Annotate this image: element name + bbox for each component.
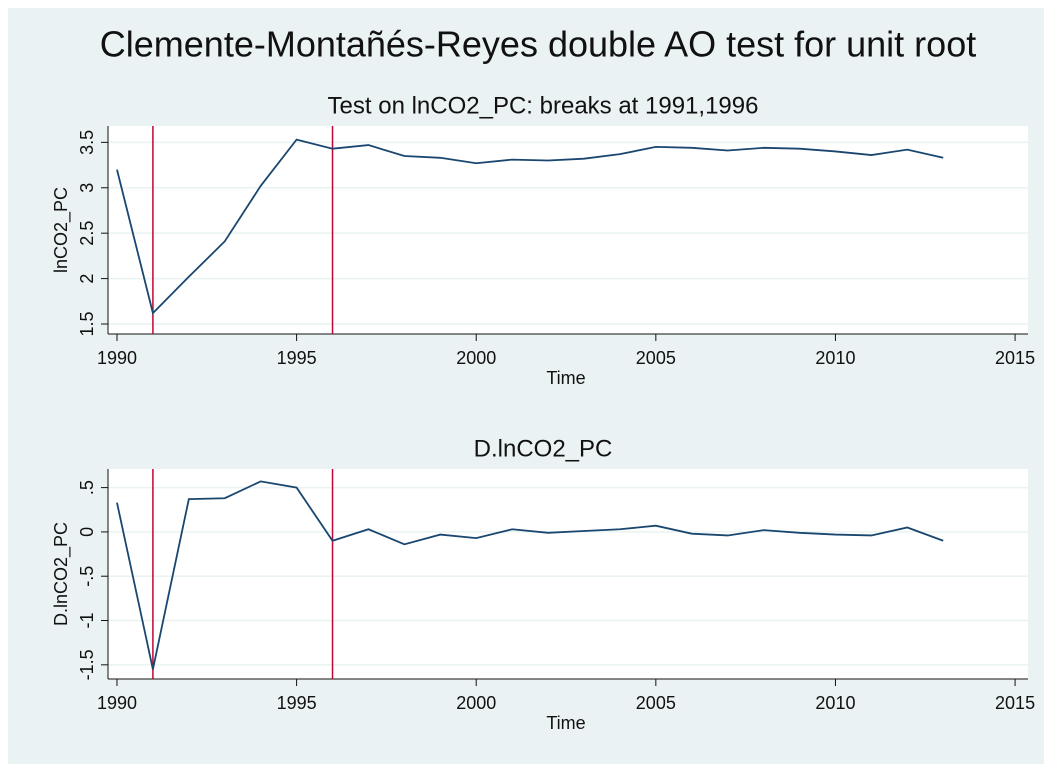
x-tick-label: 1995 <box>277 693 317 713</box>
x-axis-label: Time <box>546 368 585 388</box>
y-tick-label: 3 <box>77 183 97 193</box>
x-tick-label: 1990 <box>97 693 137 713</box>
plot-region <box>108 469 1028 679</box>
x-tick-label: 2010 <box>815 348 855 368</box>
y-tick-label: 3.5 <box>77 130 97 155</box>
series-line <box>116 480 944 670</box>
x-tick-label: 2000 <box>456 348 496 368</box>
series-line <box>116 138 944 315</box>
x-tick-label: 1995 <box>277 348 317 368</box>
x-tick-label: 2015 <box>995 348 1035 368</box>
y-tick-label: -1.5 <box>77 649 97 680</box>
x-tick-label: 1990 <box>97 348 137 368</box>
x-tick-label: 2005 <box>636 693 676 713</box>
y-tick-label: -1 <box>77 613 97 629</box>
y-tick-label: 2 <box>77 274 97 284</box>
y-tick-label: -.5 <box>77 566 97 587</box>
main-title: Clemente-Montañés-Reyes double AO test f… <box>100 24 976 65</box>
x-tick-label: 2010 <box>815 693 855 713</box>
subplot-title: D.lnCO2_PC <box>474 435 613 462</box>
x-axis-label: Time <box>546 713 585 733</box>
y-tick-label: .5 <box>77 480 97 495</box>
x-tick-label: 2005 <box>636 348 676 368</box>
y-tick-label: 2.5 <box>77 221 97 246</box>
y-tick-label: 1.5 <box>77 311 97 336</box>
x-tick-label: 2000 <box>456 693 496 713</box>
y-tick-label: 0 <box>77 527 97 537</box>
plot-region <box>108 126 1028 334</box>
subplot-title: Test on lnCO2_PC: breaks at 1991,1996 <box>328 92 759 119</box>
y-axis-label: D.lnCO2_PC <box>51 522 72 626</box>
x-tick-label: 2015 <box>995 693 1035 713</box>
y-axis-label: lnCO2_PC <box>51 187 72 273</box>
